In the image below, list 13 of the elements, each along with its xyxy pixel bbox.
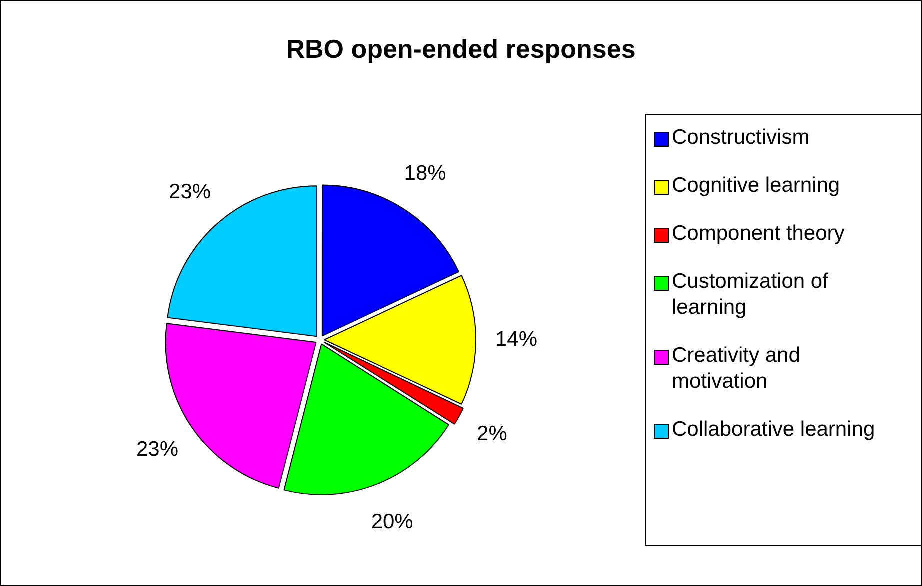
legend-label: Customization of learning: [672, 269, 830, 321]
data-label: 2%: [477, 422, 508, 446]
chart-title: RBO open-ended responses: [285, 34, 637, 65]
legend-label: Collaborative learning: [672, 417, 876, 443]
legend-label: Constructivism: [672, 125, 811, 151]
legend-label: Component theory: [672, 221, 846, 247]
data-label: 14%: [495, 328, 538, 351]
legend-label: Cognitive learning: [672, 173, 842, 199]
data-label: 23%: [136, 438, 178, 462]
data-label: 23%: [169, 180, 212, 204]
legend-label: Creativity and motivation: [672, 343, 802, 395]
data-label: 18%: [404, 162, 446, 185]
data-label: 20%: [371, 510, 414, 534]
